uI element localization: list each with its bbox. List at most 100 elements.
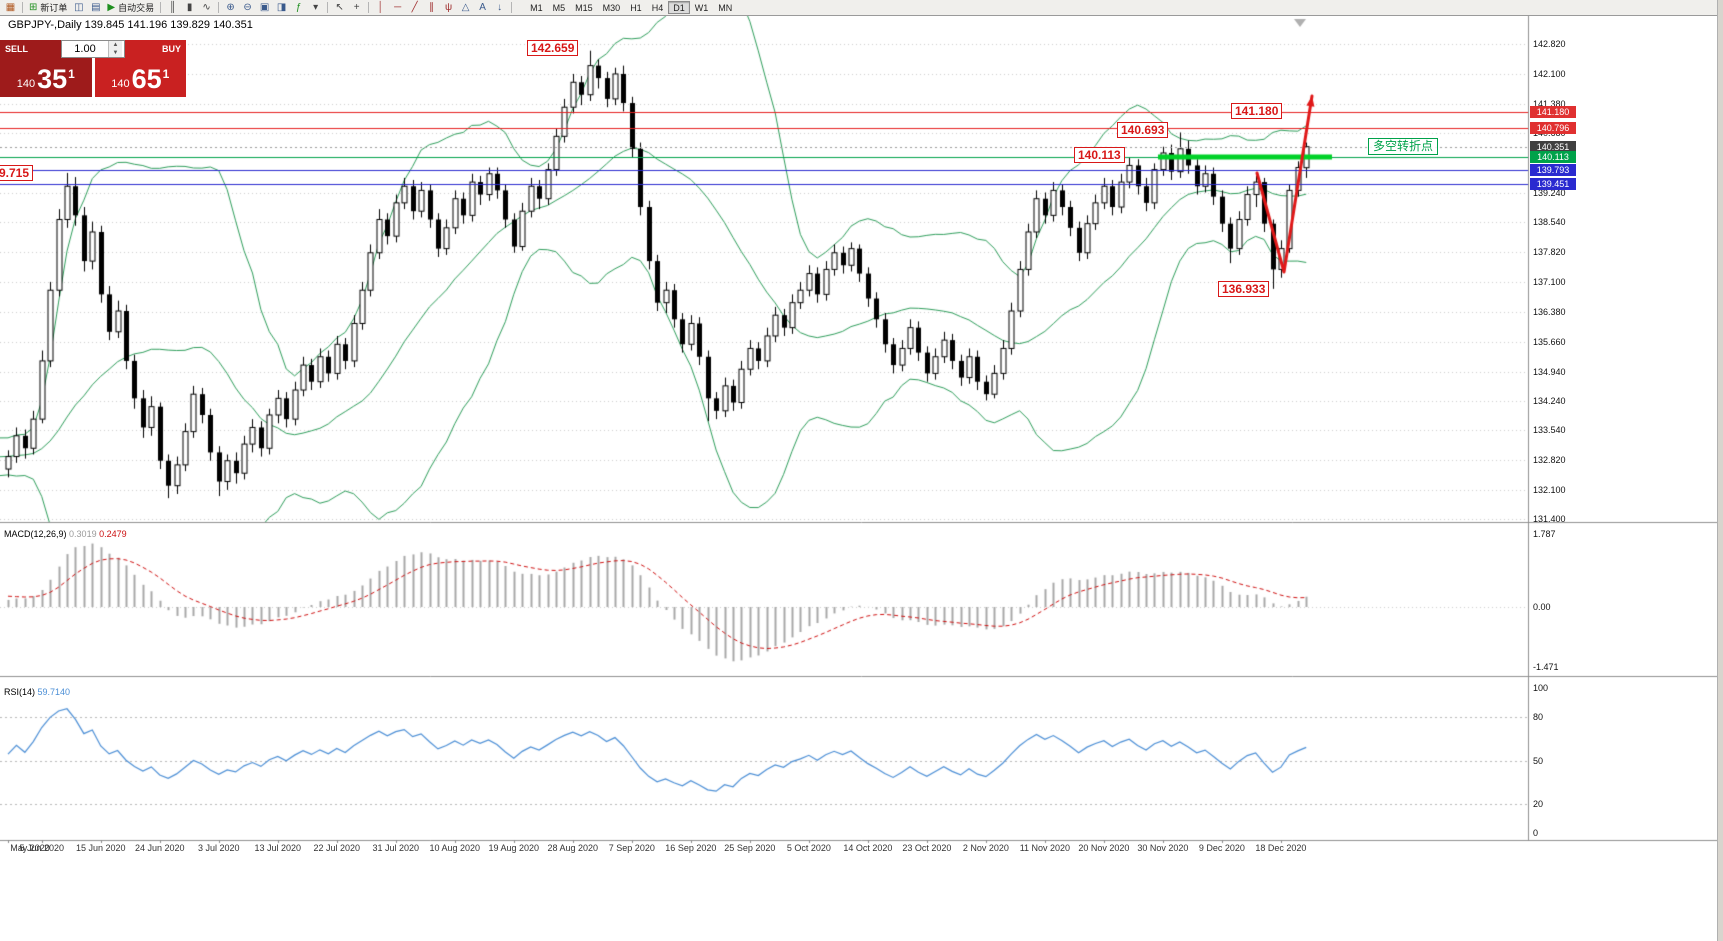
date-label: May 2020 [10,843,50,853]
price-annotation-label[interactable]: 141.180 [1231,103,1283,119]
date-label: 22 Jul 2020 [313,843,361,853]
fibonacci-icon[interactable]: ψ [440,1,457,15]
price-axis-label: 131.400 [1533,513,1566,524]
toolbar-separator [218,2,220,13]
buy-price-button[interactable]: 140 65 1 [94,58,186,97]
macd-axis-label: -1.471 [1533,662,1559,673]
cursor-icon: ↖ [335,1,344,13]
date-label: 16 Sep 2020 [665,843,717,853]
arrow-tools-icon: ↓ [497,1,503,13]
timeframe-m15[interactable]: M15 [575,2,593,13]
trendline-icon: ╱ [411,1,418,13]
date-label: 31 Jul 2020 [372,843,420,853]
price-axis-label: 142.100 [1533,68,1566,79]
date-label: 11 Nov 2020 [1019,843,1071,853]
new-order-button[interactable]: ⊞ 新订单 [26,1,70,15]
price-axis-label: 139.240 [1533,187,1566,198]
rsi-title-text: RSI(14) [4,687,36,697]
charts-grid-icon[interactable]: ▦ [2,1,19,15]
sell-button[interactable]: SELL [0,40,61,58]
date-label: 30 Nov 2020 [1137,843,1189,853]
volume-down-button[interactable]: ▼ [109,49,122,57]
channel-icon[interactable]: ∥ [423,1,440,15]
charts-grid-icon: ▦ [5,1,16,13]
rsi-axis-label: 50 [1533,755,1544,766]
horizontal-line-icon: ─ [394,1,402,13]
timeframe-d1[interactable]: D1 [668,1,690,14]
macd-title-text: MACD(12,26,9) [4,529,67,539]
bar-chart-icon[interactable]: ║ [164,1,181,15]
date-label: 13 Jul 2020 [254,843,302,853]
rsi-axis-label: 100 [1533,683,1549,693]
data-window-icon[interactable]: ▤ [87,1,104,15]
date-label: 28 Aug 2020 [547,843,599,853]
price-annotation-label[interactable]: 9.715 [0,165,34,181]
market-watch-icon[interactable]: ◫ [70,1,87,15]
crosshair-icon[interactable]: + [348,1,365,15]
date-label: 9 Dec 2020 [1198,843,1245,853]
tile-windows-icon: ▣ [259,1,270,13]
price-axis-label: 134.240 [1533,395,1566,406]
timeframe-m1[interactable]: M1 [530,2,543,13]
auto-trading-button[interactable]: ▶ 自动交易 [104,1,157,15]
cursor-icon[interactable]: ↖ [331,1,348,15]
periods-dropdown-icon[interactable]: ▾ [307,1,324,15]
macd-axis-label: 0.00 [1533,602,1551,612]
market-watch-icon: ◫ [74,1,84,13]
channel-icon: ∥ [429,1,435,13]
timeframe-h1[interactable]: H1 [630,2,642,13]
timeframe-m5[interactable]: M5 [552,2,566,13]
tile-windows-icon[interactable]: ▣ [256,1,273,15]
indicators-icon[interactable]: ƒ [290,1,307,15]
date-label: 19 Aug 2020 [488,843,540,853]
text-label-icon[interactable]: A [474,1,491,15]
price-axis-label: 137.820 [1533,246,1566,257]
cascade-windows-icon[interactable]: ◨ [273,1,290,15]
line-chart-icon[interactable]: ∿ [198,1,215,15]
data-window-icon: ▤ [91,1,101,13]
vertical-line-icon[interactable]: │ [372,1,389,15]
sell-price-button[interactable]: 140 35 1 [0,58,92,97]
trendline-icon[interactable]: ╱ [406,1,423,15]
timeframe-mn[interactable]: MN [718,2,733,13]
buy-button[interactable]: BUY [125,40,186,58]
horizontal-line-icon[interactable]: ─ [389,1,406,15]
macd-main-value: 0.3019 [69,529,97,539]
timeframe-h4[interactable]: H4 [651,2,664,13]
date-label: 10 Aug 2020 [429,843,481,853]
price-axis-label: 134.940 [1533,366,1566,377]
timeframe-w1[interactable]: W1 [694,2,709,13]
volume-input[interactable] [62,42,108,56]
candlestick-chart-icon[interactable]: ▮ [181,1,198,15]
price-annotation-label[interactable]: 140.693 [1117,122,1169,138]
sell-price-small: 140 [16,78,36,90]
price-annotation-label[interactable]: 136.933 [1218,281,1270,297]
date-label: 3 Jul 2020 [197,843,240,853]
toolbar-separator [511,2,513,13]
timeframe-m30[interactable]: M30 [602,2,621,13]
macd-axis-label: 1.787 [1533,529,1556,540]
new-order-icon: ⊞ [29,1,38,13]
price-annotation-label[interactable]: 142.659 [527,40,579,56]
price-annotation-label[interactable]: 140.113 [1074,147,1125,163]
price-tag: 141.180 [1530,106,1576,119]
zoom-in-icon: ⊕ [226,1,235,13]
new-order-button-label: 新订单 [40,3,68,13]
zoom-in-icon[interactable]: ⊕ [222,1,239,15]
arrow-tools-icon[interactable]: ↓ [491,1,508,15]
rsi-value: 59.7140 [37,687,71,697]
volume-stepper[interactable]: ▲ ▼ [61,40,125,58]
buy-price-small: 140 [111,78,130,90]
price-axis-label: 142.820 [1533,39,1566,49]
bar-chart-icon: ║ [169,1,177,13]
volume-up-button[interactable]: ▲ [109,41,122,49]
window-right-edge [1717,0,1723,941]
price-tag: 140.796 [1530,122,1576,135]
note-annotation[interactable]: 多空转折点 [1368,138,1439,155]
shapes-icon[interactable]: △ [457,1,474,15]
timeframe-toolbar: M1 M5 M15 M30 H1 H4 D1 W1 MN [525,1,737,14]
price-axis-label: 136.380 [1533,306,1566,317]
zoom-out-icon[interactable]: ⊖ [239,1,256,15]
fibonacci-icon: ψ [445,1,453,13]
